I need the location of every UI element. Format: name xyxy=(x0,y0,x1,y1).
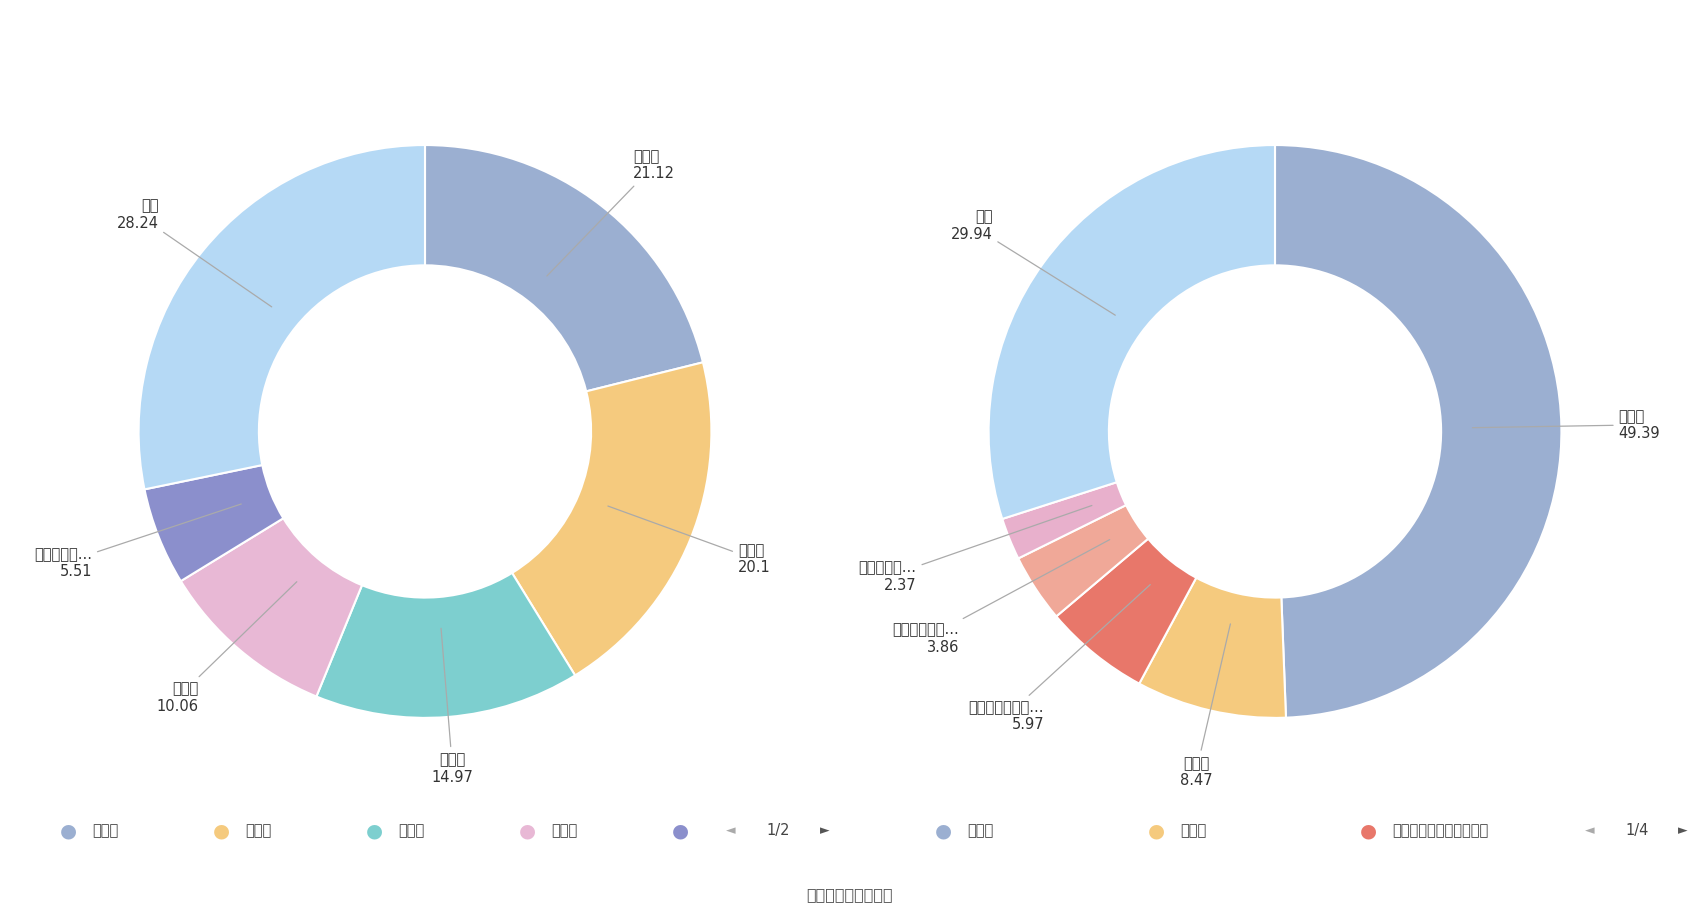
Text: ●: ● xyxy=(1360,822,1377,840)
Text: ●: ● xyxy=(212,822,230,840)
Text: 1/4: 1/4 xyxy=(1625,823,1649,838)
Text: 数据来源：恒生聚源: 数据来源：恒生聚源 xyxy=(808,888,893,902)
Text: 第一名: 第一名 xyxy=(92,823,117,838)
Text: ●: ● xyxy=(935,822,952,840)
Wedge shape xyxy=(989,145,1275,519)
Text: ◄: ◄ xyxy=(726,824,736,837)
Text: 1/2: 1/2 xyxy=(767,823,791,838)
Wedge shape xyxy=(1018,505,1148,616)
Text: 第一名
21.12: 第一名 21.12 xyxy=(547,149,675,276)
Text: 第三名
14.97: 第三名 14.97 xyxy=(432,628,473,785)
Wedge shape xyxy=(180,519,362,697)
Wedge shape xyxy=(144,465,284,581)
Wedge shape xyxy=(139,145,425,489)
Text: ●: ● xyxy=(60,822,76,840)
Text: ►: ► xyxy=(1678,824,1688,837)
Text: ◄: ◄ xyxy=(1584,824,1595,837)
Text: 东南沿海铁...
5.51: 东南沿海铁... 5.51 xyxy=(34,504,241,579)
Text: 北京嘉跃富卓电...
5.97: 北京嘉跃富卓电... 5.97 xyxy=(969,585,1151,733)
Wedge shape xyxy=(425,145,702,391)
Text: 第一名: 第一名 xyxy=(967,823,993,838)
Text: 第三名: 第三名 xyxy=(398,823,423,838)
Text: 第二名
20.1: 第二名 20.1 xyxy=(609,506,770,576)
Text: 湖南湘依铁...
2.37: 湖南湘依铁... 2.37 xyxy=(858,506,1091,593)
Text: 第四名: 第四名 xyxy=(551,823,576,838)
Text: 其他
28.24: 其他 28.24 xyxy=(117,198,272,307)
Text: ►: ► xyxy=(819,824,830,837)
Text: 第四名
10.06: 第四名 10.06 xyxy=(156,582,298,714)
Wedge shape xyxy=(1056,539,1197,684)
Text: 第一名
49.39: 第一名 49.39 xyxy=(1472,409,1661,441)
Wedge shape xyxy=(1275,145,1561,718)
Text: ●: ● xyxy=(366,822,382,840)
Wedge shape xyxy=(1003,482,1125,558)
Text: ●: ● xyxy=(1148,822,1164,840)
Text: 北京希格诺科...
3.86: 北京希格诺科... 3.86 xyxy=(892,540,1110,655)
Text: ●: ● xyxy=(518,822,536,840)
Text: ●: ● xyxy=(672,822,688,840)
Wedge shape xyxy=(1139,577,1285,718)
Text: 第二名: 第二名 xyxy=(1180,823,1205,838)
Wedge shape xyxy=(512,363,711,676)
Text: 第二名
8.47: 第二名 8.47 xyxy=(1180,624,1231,788)
Text: 北京嘉跃富卓电子商务有: 北京嘉跃富卓电子商务有 xyxy=(1392,823,1489,838)
Text: 其他
29.94: 其他 29.94 xyxy=(950,209,1115,315)
Text: 第二名: 第二名 xyxy=(245,823,270,838)
Wedge shape xyxy=(316,573,575,718)
